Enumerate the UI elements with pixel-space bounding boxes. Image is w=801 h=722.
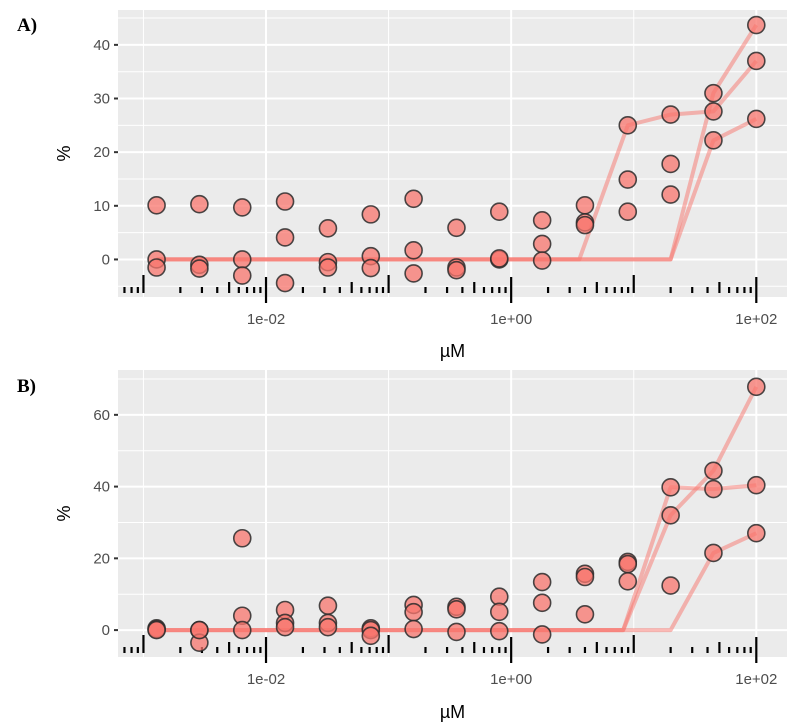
data-point xyxy=(532,572,552,592)
data-point xyxy=(747,475,766,495)
data-point xyxy=(532,251,552,270)
data-point xyxy=(618,554,638,574)
data-point xyxy=(147,620,166,640)
data-point xyxy=(704,479,723,499)
data-point xyxy=(147,195,166,215)
x-tick-label: 1e+00 xyxy=(490,311,532,328)
data-point xyxy=(532,593,552,613)
data-point xyxy=(532,625,552,644)
data-point xyxy=(747,523,766,543)
data-point xyxy=(447,622,466,642)
x-tick-label: 1e+00 xyxy=(490,671,532,688)
data-point xyxy=(232,250,252,269)
data-point xyxy=(489,202,509,222)
plot-background xyxy=(118,10,787,297)
data-point xyxy=(318,596,338,615)
data-point xyxy=(275,273,295,293)
data-point xyxy=(318,219,338,238)
data-point xyxy=(747,377,766,397)
data-point xyxy=(661,154,680,174)
y-tick-label: 20 xyxy=(93,144,110,161)
data-point xyxy=(489,602,509,622)
y-tick-label: 20 xyxy=(93,550,110,567)
data-point xyxy=(318,617,338,637)
data-point xyxy=(232,620,252,640)
y-axis-title: % xyxy=(54,505,74,521)
data-point xyxy=(404,619,423,639)
data-point xyxy=(404,264,423,283)
data-point xyxy=(704,461,723,481)
data-point xyxy=(275,228,295,247)
chart-panel-a: 0 10 20 30 40 1e-02 1e+00 1e+02 µM% xyxy=(54,10,787,361)
data-point xyxy=(704,131,723,150)
data-point xyxy=(661,105,680,124)
data-point xyxy=(404,241,423,260)
data-point xyxy=(704,543,723,563)
data-point xyxy=(661,185,680,204)
data-point xyxy=(661,576,680,595)
data-point xyxy=(747,15,766,35)
data-point xyxy=(575,605,595,624)
panel-b-label: B) xyxy=(17,376,36,397)
data-point xyxy=(618,170,638,189)
y-tick-label: 0 xyxy=(102,622,110,639)
data-point xyxy=(618,572,638,591)
x-axis-title: µM xyxy=(440,702,465,722)
data-point xyxy=(618,202,638,222)
data-point xyxy=(190,194,209,214)
data-point xyxy=(747,51,766,71)
data-point xyxy=(190,620,209,640)
x-tick-label: 1e+02 xyxy=(735,671,777,688)
data-point xyxy=(147,258,166,277)
data-point xyxy=(361,205,381,224)
data-point xyxy=(661,478,680,497)
data-point xyxy=(232,198,252,217)
data-point xyxy=(704,102,723,121)
data-point xyxy=(190,259,209,278)
y-axis-title: % xyxy=(54,145,74,161)
data-point xyxy=(447,260,466,280)
data-point xyxy=(618,116,638,135)
data-point xyxy=(532,234,552,254)
panel-a-label: A) xyxy=(17,15,38,36)
y-tick-label: 30 xyxy=(93,91,110,108)
data-point xyxy=(361,258,381,278)
data-point xyxy=(661,505,680,525)
data-point xyxy=(447,218,466,238)
x-axis-title: µM xyxy=(440,341,465,361)
data-point xyxy=(232,528,252,548)
data-point xyxy=(275,192,295,211)
data-point xyxy=(704,83,723,103)
x-tick-label: 1e+02 xyxy=(735,311,777,328)
data-point xyxy=(361,626,381,646)
data-point xyxy=(532,210,552,230)
data-point xyxy=(275,617,295,637)
data-point xyxy=(747,109,766,129)
data-point xyxy=(447,599,466,619)
y-tick-label: 60 xyxy=(93,407,110,424)
x-tick-label: 1e-02 xyxy=(247,671,285,688)
data-point xyxy=(489,249,509,268)
data-point xyxy=(232,266,252,285)
data-point xyxy=(575,215,595,235)
data-point xyxy=(404,189,423,209)
data-point xyxy=(575,567,595,587)
y-tick-label: 10 xyxy=(93,198,110,215)
y-tick-label: 0 xyxy=(102,251,110,268)
x-tick-label: 1e-02 xyxy=(247,311,285,328)
data-point xyxy=(489,621,509,641)
y-tick-label: 40 xyxy=(93,479,110,496)
chart-panel-b: 0 20 40 60 1e-02 1e+00 1e+02 µM% xyxy=(54,370,787,722)
y-tick-label: 40 xyxy=(93,37,110,54)
data-point xyxy=(404,602,423,622)
data-point xyxy=(318,258,338,277)
data-point xyxy=(575,195,595,215)
